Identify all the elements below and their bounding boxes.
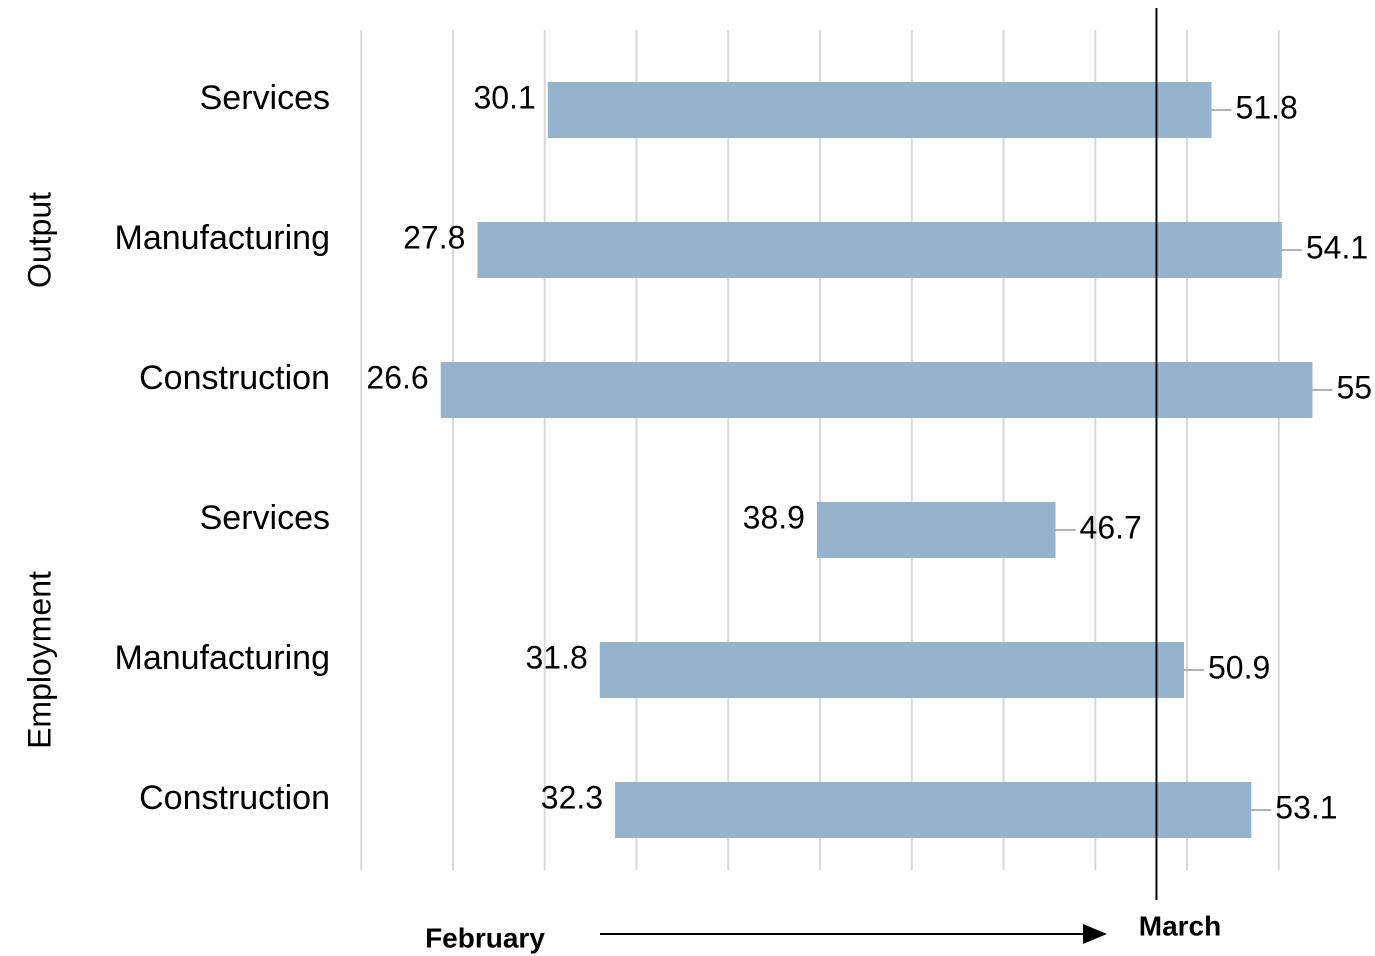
axis-label: February bbox=[425, 922, 545, 953]
value-label: 31.8 bbox=[525, 639, 587, 675]
value-label: 30.1 bbox=[473, 79, 535, 115]
group-label: Output bbox=[21, 192, 57, 288]
bar bbox=[477, 222, 1282, 278]
bar bbox=[615, 782, 1252, 838]
category-label: Manufacturing bbox=[115, 639, 330, 677]
value-label: 50.9 bbox=[1208, 649, 1270, 685]
category-label: Construction bbox=[139, 359, 330, 397]
value-label: 26.6 bbox=[366, 359, 428, 395]
value-label: 32.3 bbox=[541, 779, 603, 815]
bar bbox=[599, 642, 1184, 698]
category-label: Services bbox=[200, 499, 330, 537]
value-label: 54.1 bbox=[1306, 229, 1368, 265]
category-label: Construction bbox=[139, 779, 330, 817]
group-label: Employment bbox=[21, 571, 57, 749]
category-label: Manufacturing bbox=[115, 219, 330, 257]
value-label: 51.8 bbox=[1236, 89, 1298, 125]
value-label: 46.7 bbox=[1080, 509, 1142, 545]
axis-label: March bbox=[1139, 910, 1221, 941]
category-label: Services bbox=[200, 79, 330, 117]
bar bbox=[440, 362, 1313, 418]
value-label: 53.1 bbox=[1275, 789, 1337, 825]
value-label: 55.1 bbox=[1336, 369, 1375, 405]
bar bbox=[547, 82, 1212, 138]
bar bbox=[816, 502, 1056, 558]
value-label: 38.9 bbox=[743, 499, 805, 535]
value-label: 27.8 bbox=[403, 219, 465, 255]
